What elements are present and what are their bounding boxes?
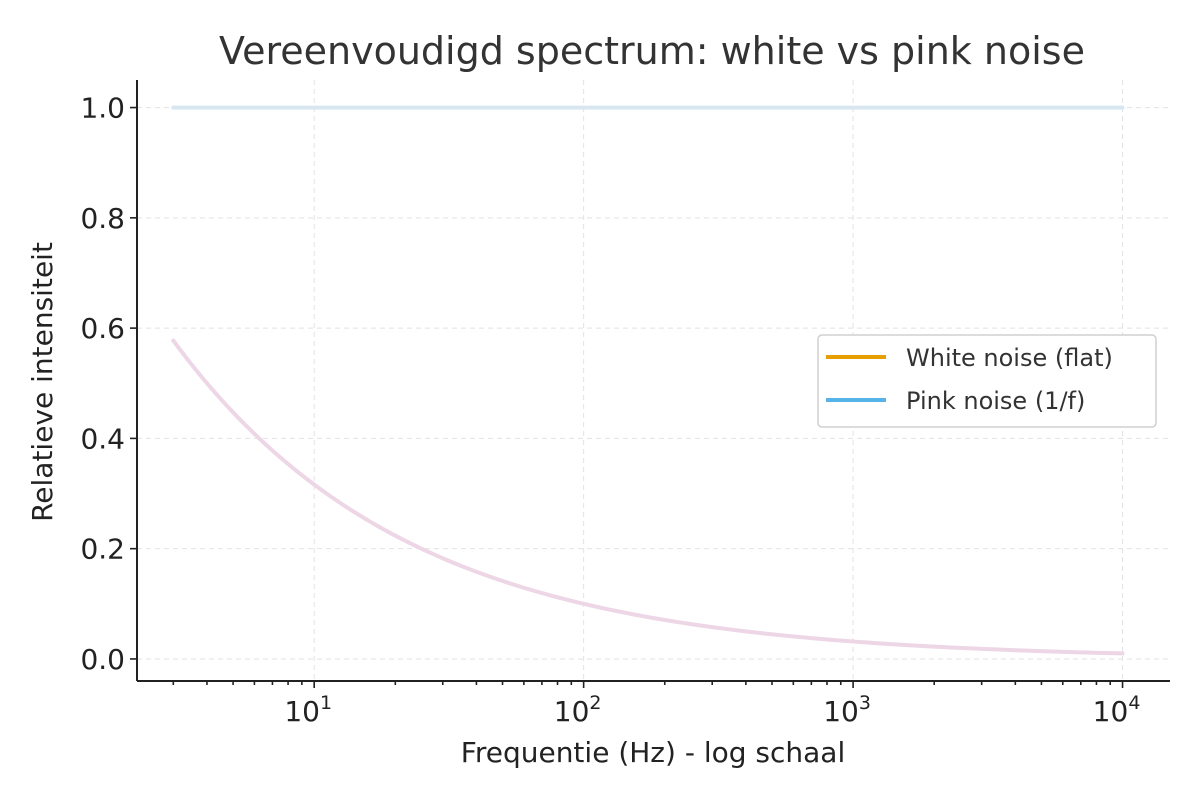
x-tick-label: 101: [284, 692, 332, 728]
x-tick-label: 103: [823, 692, 871, 728]
y-tick-label: 0.4: [80, 422, 125, 455]
legend: White noise (flat) Pink noise (1/f): [817, 334, 1157, 428]
y-tick-label: 1.0: [80, 92, 125, 125]
y-axis-label: Relatieve intensiteit: [26, 242, 59, 522]
legend-label-white-noise: White noise (flat): [906, 344, 1113, 372]
grid: [137, 80, 1170, 681]
ticks: 0.0 0.2 0.4 0.6 0.8 1.0 101 102 103 104: [80, 92, 1140, 728]
chart-title: Vereenvoudigd spectrum: white vs pink no…: [219, 29, 1085, 73]
x-tick-label: 102: [554, 692, 602, 728]
y-tick-label: 0.0: [80, 643, 125, 676]
legend-label-pink-noise: Pink noise (1/f): [906, 387, 1085, 415]
x-tick-label: 104: [1093, 692, 1141, 728]
x-axis-label: Frequentie (Hz) - log schaal: [461, 736, 845, 769]
plot-series: [171, 105, 1125, 656]
series-line-pink-noise-1-f: [171, 338, 1125, 656]
y-tick-label: 0.6: [80, 312, 125, 345]
legend-box: [817, 334, 1157, 428]
y-tick-label: 0.8: [80, 202, 125, 235]
axes: [136, 80, 1170, 682]
y-tick-label: 0.2: [80, 533, 125, 566]
